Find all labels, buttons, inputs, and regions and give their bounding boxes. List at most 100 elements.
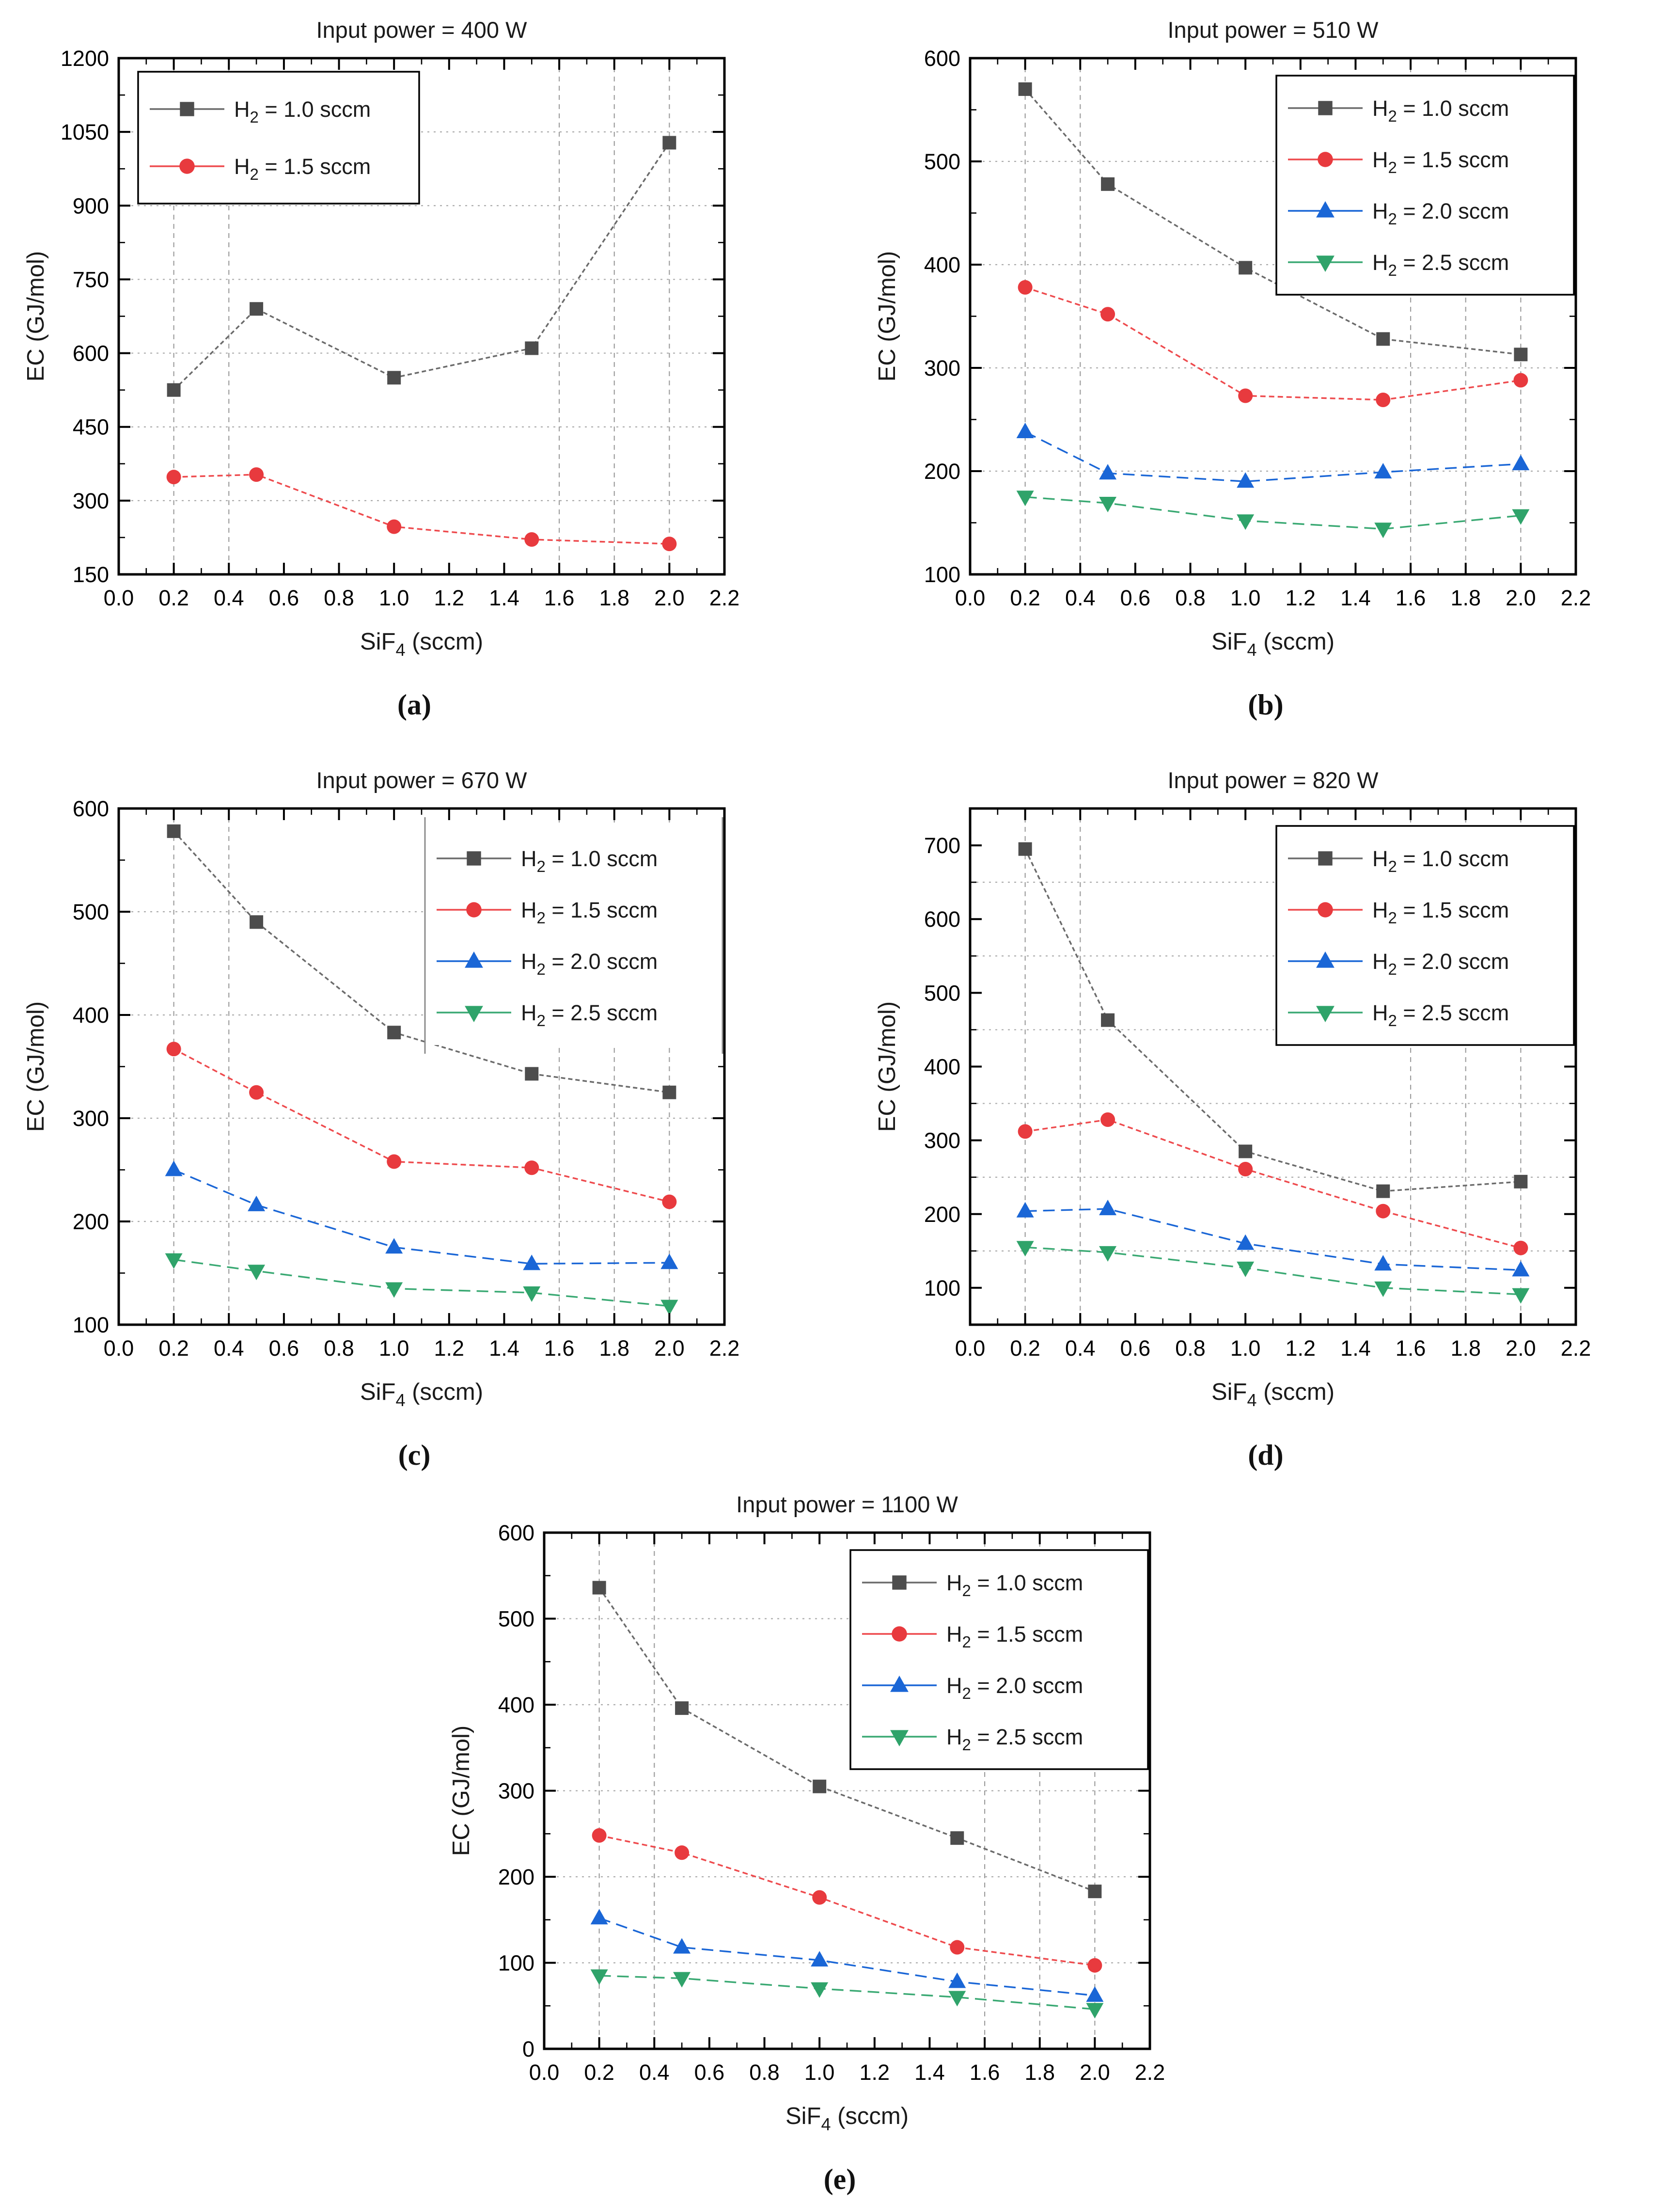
x-tick-label: 2.2 <box>709 586 740 610</box>
x-axis-label: SiF4 (sccm) <box>360 1379 483 1410</box>
marker-circle <box>387 1154 402 1169</box>
series-line <box>173 1169 670 1265</box>
marker-triangle-up <box>1316 951 1335 968</box>
x-tick-label: 0.0 <box>955 586 986 610</box>
x-tick-label: 2.0 <box>1506 1336 1536 1361</box>
series-h2-1.5-sccm <box>166 467 677 552</box>
x-tick-label: 0.8 <box>324 586 354 610</box>
legend: H2 = 1.0 sccm H2 = 1.5 sccm H2 = 2.0 sccm H… <box>424 817 723 1054</box>
x-tick-label: 2.0 <box>654 1336 685 1361</box>
marker-triangle-down <box>1512 509 1530 525</box>
marker-triangle-up <box>248 1195 266 1211</box>
x-tick-label: 0.2 <box>158 1336 189 1361</box>
marker-circle <box>1318 152 1333 167</box>
marker-square <box>1376 1184 1390 1198</box>
marker-square <box>892 1575 907 1590</box>
legend-entry: H2 = 2.5 sccm <box>437 1000 658 1030</box>
x-tick-label: 0.8 <box>1175 1336 1206 1361</box>
marker-circle <box>1318 902 1333 918</box>
marker-circle <box>950 1940 965 1955</box>
marker-triangle-down <box>948 1991 966 2007</box>
caption-d: (d) <box>1248 1439 1284 1471</box>
caption-c: (c) <box>398 1439 431 1471</box>
x-tick-label: 1.8 <box>599 1336 629 1361</box>
legend-label: H2 = 2.5 sccm <box>946 1725 1083 1754</box>
marker-square <box>675 1701 689 1715</box>
x-tick-label: 0.0 <box>104 1336 134 1361</box>
y-tick-label: 500 <box>73 900 109 924</box>
marker-circle <box>387 519 402 534</box>
marker-square <box>167 824 181 838</box>
series-h2-2.5-sccm <box>1016 491 1530 539</box>
chart-title: Input power = 820 W <box>1167 767 1379 793</box>
caption-b: (b) <box>1248 689 1284 721</box>
x-tick-label: 0.4 <box>1065 586 1096 610</box>
legend: H2 = 1.0 sccm H2 = 1.5 sccm H2 = 2.0 sccm H… <box>1275 825 1575 1046</box>
y-tick-label: 400 <box>498 1693 534 1717</box>
chart-title: Input power = 510 W <box>1167 17 1379 43</box>
x-tick-label: 0.8 <box>749 2060 780 2085</box>
legend-label: H2 = 1.5 sccm <box>946 1622 1083 1651</box>
chart-title: Input power = 1100 W <box>736 1491 958 1517</box>
marker-triangle-up <box>1237 472 1255 488</box>
y-tick-label: 100 <box>924 1276 960 1300</box>
legend: H2 = 1.0 sccm H2 = 1.5 sccm H2 = 2.0 sccm H… <box>1275 75 1575 296</box>
legend-label: H2 = 1.0 sccm <box>946 1570 1083 1600</box>
series-line <box>173 474 670 545</box>
marker-square <box>813 1779 827 1793</box>
y-tick-label: 450 <box>73 415 109 440</box>
x-tick-label: 0.2 <box>158 586 189 610</box>
marker-triangle-down <box>660 1299 678 1315</box>
x-axis-label: SiF4 (sccm) <box>785 2103 909 2134</box>
marker-triangle-up <box>1374 1255 1392 1271</box>
x-tick-label: 1.2 <box>434 1336 465 1361</box>
series-line <box>598 1587 1096 1892</box>
x-tick-label: 0.0 <box>529 2060 560 2085</box>
x-tick-label: 0.2 <box>584 2060 614 2085</box>
y-tick-label: 1200 <box>61 46 109 71</box>
x-tick-label: 1.6 <box>1396 1336 1426 1361</box>
marker-triangle-up <box>1016 1202 1034 1218</box>
series-h2-1.0-sccm <box>1018 82 1528 362</box>
series-h2-1.0-sccm <box>167 824 676 1099</box>
marker-square <box>1018 842 1032 856</box>
x-tick-label: 0.4 <box>214 1336 244 1361</box>
marker-square <box>1318 101 1333 115</box>
marker-square <box>387 1026 401 1040</box>
x-tick-label: 0.6 <box>1120 1336 1151 1361</box>
legend-label: H2 = 1.0 sccm <box>234 97 371 126</box>
x-tick-label: 1.6 <box>544 586 575 610</box>
figure-a: 0.0 0.2 0.4 0.6 0.8 1.0 1.2 1.4 1.6 1.8 2.0 2.2 150 3… <box>15 10 814 722</box>
y-tick-label: 100 <box>498 1951 534 1976</box>
marker-circle <box>892 1626 907 1642</box>
x-tick-label: 1.6 <box>970 2060 1000 2085</box>
x-tick-label: 0.6 <box>269 1336 299 1361</box>
marker-triangle-up <box>1512 1261 1530 1277</box>
x-tick-label: 0.8 <box>1175 586 1206 610</box>
series-h2-1.0-sccm <box>167 136 676 397</box>
x-axis: 0.0 0.2 0.4 0.6 0.8 1.0 1.2 1.4 1.6 1.8 2.0 2.2 <box>529 1533 1165 2085</box>
marker-triangle-down <box>1316 255 1335 272</box>
marker-circle <box>466 902 482 918</box>
series-line <box>599 1975 1095 2010</box>
marker-triangle-up <box>165 1160 183 1176</box>
legend-entry: H2 = 1.5 sccm <box>1288 147 1509 176</box>
series-h2-1.5-sccm <box>1018 1112 1528 1255</box>
marker-triangle-up <box>1099 464 1117 480</box>
series-h2-1.0-sccm <box>592 1581 1102 1899</box>
legend-entry: H2 = 1.5 sccm <box>150 154 371 183</box>
series-line <box>1025 1119 1521 1249</box>
chart-title: Input power = 400 W <box>316 17 527 43</box>
y-tick-label: 600 <box>924 907 960 932</box>
marker-triangle-up <box>811 1951 829 1967</box>
legend-label: H2 = 1.0 sccm <box>1372 846 1509 875</box>
figure-c: 0.0 0.2 0.4 0.6 0.8 1.0 1.2 1.4 1.6 1.8 2.0 2.2 100 2… <box>15 760 814 1472</box>
x-tick-label: 1.2 <box>1286 1336 1316 1361</box>
marker-square <box>1239 261 1253 275</box>
marker-square <box>950 1831 964 1845</box>
series-h2-1.0-sccm <box>1018 842 1528 1198</box>
legend-label: H2 = 1.5 sccm <box>1372 898 1509 927</box>
marker-square <box>167 383 181 397</box>
marker-triangle-up <box>1316 201 1335 218</box>
legend-entry: H2 = 1.0 sccm <box>150 97 371 126</box>
